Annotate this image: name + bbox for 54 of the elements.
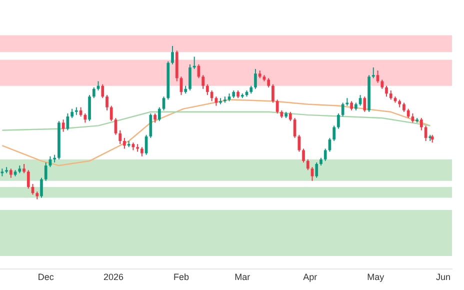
candlestick — [380, 79, 384, 90]
candlestick — [424, 125, 428, 142]
candlestick — [149, 112, 152, 138]
x-tick-label: 2026 — [104, 272, 124, 282]
candlestick — [206, 84, 209, 96]
candlestick — [92, 86, 96, 99]
candlestick — [324, 148, 327, 162]
candlestick — [420, 118, 423, 131]
candlestick — [101, 84, 104, 99]
candlestick — [372, 66, 375, 79]
candlestick — [298, 134, 301, 152]
candlestick — [276, 99, 279, 114]
candlestick — [310, 166, 314, 182]
candlestick — [40, 177, 43, 198]
candlestick — [158, 106, 161, 122]
candlestick — [140, 146, 144, 157]
candlestick — [350, 100, 353, 111]
x-tick-label: Mar — [234, 272, 250, 282]
candlestick — [337, 112, 340, 130]
candlestick — [272, 84, 274, 104]
candlestick — [110, 105, 113, 122]
x-tick-label: Feb — [173, 272, 189, 282]
candlestick — [315, 162, 318, 178]
candlestick — [118, 130, 122, 145]
x-tick-label: May — [367, 272, 385, 282]
candlestick — [123, 137, 126, 150]
candlestick — [202, 74, 204, 90]
candlestick — [44, 162, 48, 182]
candlestick — [332, 125, 336, 142]
candlestick — [389, 90, 392, 100]
candlestick — [192, 56, 196, 70]
x-tick-label: Dec — [38, 272, 54, 282]
x-tick-label: Apr — [303, 272, 318, 282]
candlestick — [267, 78, 270, 88]
x-tick-label: Jun — [436, 272, 451, 282]
candlestick — [106, 94, 108, 111]
candlestick — [402, 102, 406, 112]
candlestick — [70, 108, 74, 119]
candlestick — [10, 168, 12, 178]
candlestick — [254, 68, 257, 90]
candlestick — [154, 112, 156, 124]
candlestick — [306, 158, 310, 171]
candlestick — [288, 111, 292, 122]
candlestick — [188, 64, 192, 91]
candlestick — [302, 148, 305, 163]
candlestick — [363, 96, 366, 112]
candlestick — [171, 45, 174, 65]
candlestick — [385, 85, 388, 98]
candlestick — [26, 170, 30, 190]
candlestick — [162, 96, 166, 111]
candlestick — [22, 163, 26, 174]
candlestick — [84, 112, 87, 124]
candlestick — [341, 102, 344, 117]
candlestick — [88, 94, 91, 122]
